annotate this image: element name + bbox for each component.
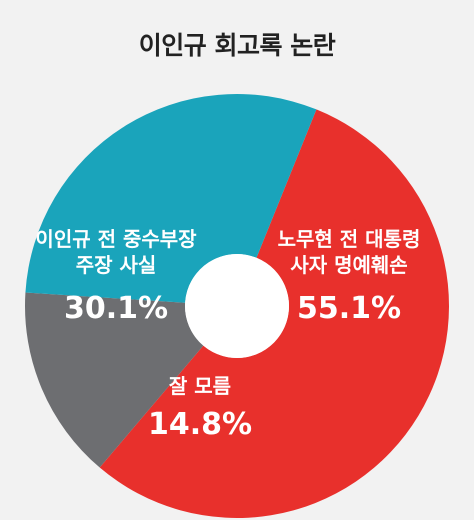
slice-label-1-line-0: 잘 모름	[169, 374, 231, 398]
slice-value-2: 30.1%	[64, 291, 168, 326]
slice-value-1: 14.8%	[148, 407, 252, 442]
slice-label-2-line-0: 이인규 전 중수부장	[35, 227, 197, 251]
slice-value-0: 55.1%	[297, 291, 401, 326]
slice-label-2-line-1: 주장 사실	[76, 253, 157, 277]
donut-hole	[185, 254, 289, 358]
slice-1	[25, 292, 204, 468]
slice-0	[99, 109, 449, 518]
chart-title: 이인규 회고록 논란	[138, 31, 336, 60]
slice-2	[25, 93, 317, 303]
slice-label-0-line-0: 노무현 전 대통령	[278, 227, 421, 251]
slice-label-0-line-1: 사자 명예훼손	[290, 253, 407, 277]
